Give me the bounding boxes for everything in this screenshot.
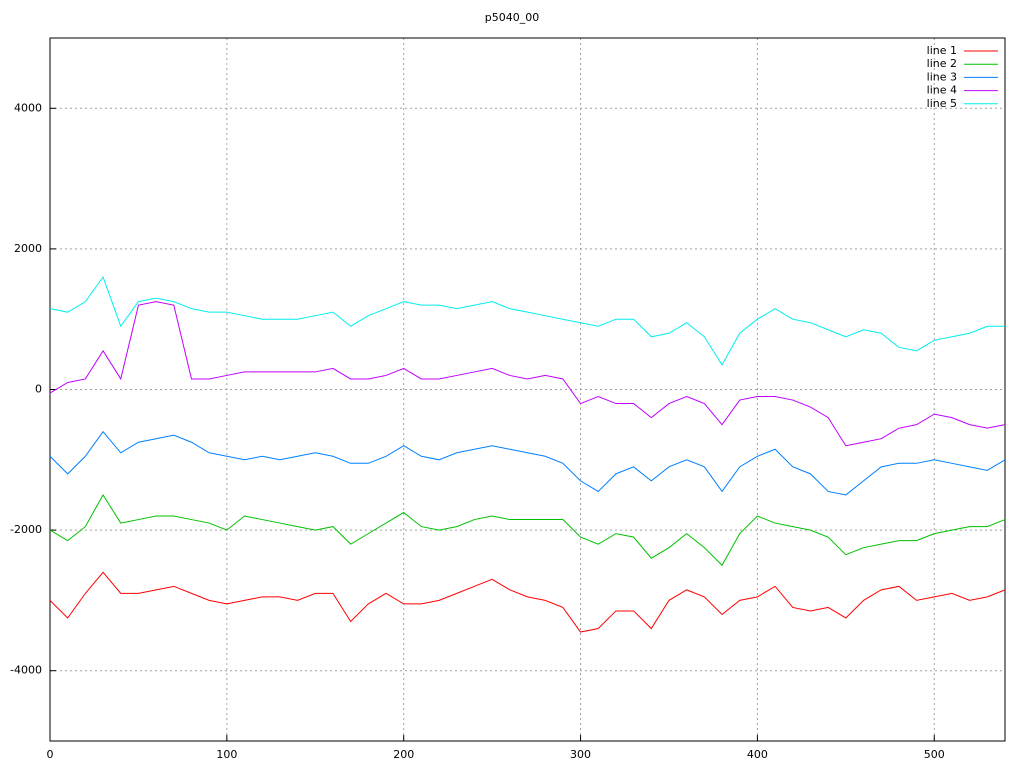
x-tick-label: 200 — [393, 748, 414, 761]
data-line — [49, 493, 1006, 567]
x-tick-label: 500 — [924, 748, 945, 761]
y-tick-label: -4000 — [10, 664, 42, 677]
legend-label: line 3 — [927, 70, 957, 83]
y-tick-label: -2000 — [10, 523, 42, 536]
x-tick-label: 400 — [747, 748, 768, 761]
data-line — [49, 430, 1006, 496]
x-tick-label: 300 — [570, 748, 591, 761]
data-line — [49, 301, 1006, 447]
x-tick-label: 100 — [216, 748, 237, 761]
y-tick-label: 0 — [35, 383, 42, 396]
plot-border — [49, 37, 1006, 742]
y-tick-label: 2000 — [14, 242, 42, 255]
data-line — [49, 571, 1006, 633]
legend-label: line 2 — [927, 57, 957, 70]
x-tick-label: 0 — [47, 748, 54, 761]
data-line — [49, 275, 1005, 366]
legend-label: line 4 — [927, 84, 957, 97]
chart-title: p5040_00 — [485, 11, 539, 24]
y-tick-label: 4000 — [14, 101, 42, 114]
legend-label: line 5 — [927, 97, 957, 110]
legend-label: line 1 — [927, 44, 957, 57]
